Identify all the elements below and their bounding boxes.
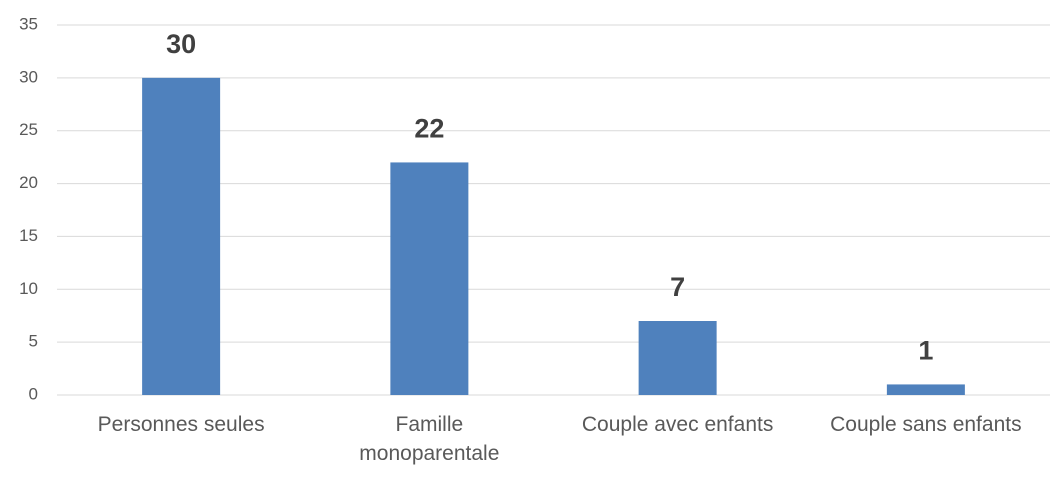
- bar: [886, 384, 965, 395]
- y-tick-label: 0: [29, 384, 38, 403]
- data-label: 30: [166, 29, 196, 59]
- data-label: 7: [670, 272, 685, 302]
- y-tick-label: 5: [29, 332, 38, 351]
- data-label: 22: [414, 114, 444, 144]
- bar: [638, 321, 717, 395]
- x-tick-label: Couple avec enfants: [581, 413, 774, 436]
- x-tick-label: Personnes seules: [97, 413, 265, 436]
- y-tick-label: 25: [19, 120, 38, 139]
- x-tick-label: Famille monoparentale: [359, 413, 500, 465]
- y-tick-label: 20: [19, 173, 38, 192]
- y-tick-label: 10: [19, 279, 38, 298]
- y-tick-label: 35: [19, 14, 38, 33]
- data-label: 1: [918, 336, 933, 366]
- bar: [390, 162, 469, 395]
- x-tick-label: Couple sans enfants: [830, 413, 1022, 436]
- y-tick-label: 15: [19, 226, 38, 245]
- bar: [142, 77, 221, 395]
- y-tick-label: 30: [19, 67, 38, 86]
